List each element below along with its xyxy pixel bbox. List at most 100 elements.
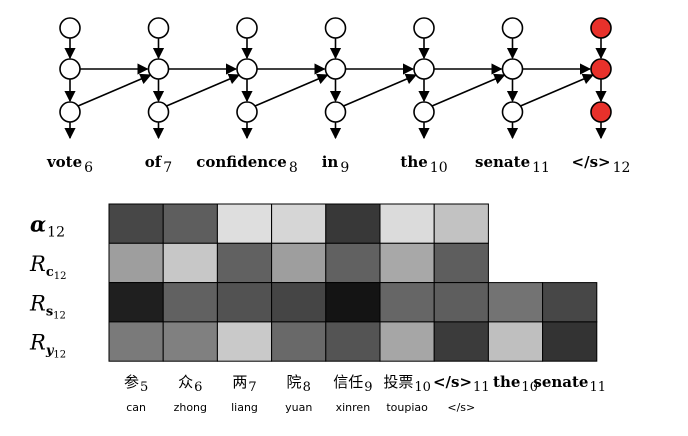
heatmap-cell bbox=[542, 321, 598, 362]
source-word-label: senate11 bbox=[533, 373, 606, 395]
target-word-index: 12 bbox=[613, 160, 631, 176]
source-word-label: 信任9 bbox=[333, 373, 372, 395]
source-word-index: 9 bbox=[364, 380, 372, 395]
target-word-label: in 9 bbox=[322, 153, 350, 176]
source-word: 信任 bbox=[333, 373, 363, 391]
target-word-label: senate 11 bbox=[475, 153, 550, 176]
source-word-label: 院8 bbox=[287, 373, 311, 395]
source-word-label: the10 bbox=[493, 373, 538, 395]
row-subscript-index: 12 bbox=[53, 350, 66, 361]
heatmap-cell bbox=[216, 282, 273, 323]
rnn-node bbox=[413, 17, 435, 39]
heatmap-cell bbox=[379, 242, 435, 284]
source-word-index: 11 bbox=[473, 380, 490, 395]
source-word-index: 7 bbox=[248, 380, 256, 395]
target-word: in bbox=[322, 153, 339, 171]
heatmap-row-label: Rc12 bbox=[29, 252, 66, 282]
heatmap-cell bbox=[271, 321, 327, 362]
source-word: 院 bbox=[287, 373, 302, 391]
target-word: the bbox=[400, 153, 427, 171]
rnn-node bbox=[59, 101, 81, 123]
rnn-node bbox=[236, 101, 258, 123]
source-word-index: 10 bbox=[414, 380, 431, 395]
rnn-node bbox=[590, 101, 612, 123]
heatmap-cell bbox=[379, 282, 435, 323]
heatmap-cell bbox=[542, 282, 598, 323]
rnn-node bbox=[413, 101, 435, 123]
row-subscript-index: 12 bbox=[54, 271, 67, 282]
romanization: zhong bbox=[174, 401, 207, 414]
row-subscript: s bbox=[46, 304, 53, 319]
rnn-node bbox=[324, 101, 347, 123]
rnn-node bbox=[590, 17, 612, 39]
heatmap-cell bbox=[108, 203, 164, 244]
source-word-index: 5 bbox=[140, 380, 148, 395]
heatmap-cell bbox=[325, 242, 381, 284]
heatmap-cell bbox=[108, 321, 164, 362]
romanization: yuan bbox=[285, 401, 312, 414]
romanization: liang bbox=[231, 401, 258, 414]
target-word-index: 11 bbox=[532, 160, 550, 176]
source-word: 两 bbox=[232, 373, 247, 391]
source-word: 投票 bbox=[383, 373, 413, 391]
source-word: the bbox=[493, 373, 520, 391]
rnn-node bbox=[501, 101, 524, 123]
heatmap-cell bbox=[162, 203, 218, 244]
rnn-node bbox=[501, 58, 524, 80]
target-word: senate bbox=[475, 153, 530, 171]
heatmap-cell bbox=[271, 282, 327, 323]
heatmap-cell bbox=[108, 242, 164, 284]
rnn-node bbox=[147, 58, 170, 80]
heatmap-row-label: α12 bbox=[30, 212, 65, 241]
target-word-index: 7 bbox=[163, 160, 172, 176]
diagonal-arrow bbox=[166, 73, 241, 107]
source-word-index: 8 bbox=[303, 380, 311, 395]
rnn-node bbox=[236, 58, 258, 80]
source-word: 众 bbox=[178, 373, 193, 391]
source-word-index: 10 bbox=[521, 380, 538, 395]
heatmap-cell bbox=[271, 242, 327, 284]
row-symbol: R bbox=[29, 252, 46, 276]
diagonal-arrow bbox=[254, 73, 329, 107]
rnn-node bbox=[59, 58, 81, 80]
heatmap-cell bbox=[325, 321, 381, 362]
heatmap-cell bbox=[433, 242, 489, 284]
source-word-label: 投票10 bbox=[383, 373, 431, 395]
target-word: confidence bbox=[196, 153, 287, 171]
target-word: of bbox=[145, 153, 163, 171]
source-word-index: 11 bbox=[589, 380, 606, 395]
heatmap-cell bbox=[216, 242, 273, 284]
target-word-index: 10 bbox=[430, 160, 448, 176]
diagonal-arrow bbox=[431, 73, 506, 107]
target-word-index: 6 bbox=[84, 160, 93, 176]
romanization: toupiao bbox=[386, 401, 428, 414]
heatmap-cell bbox=[325, 282, 381, 323]
source-word: senate bbox=[533, 373, 588, 391]
target-word-label: the 10 bbox=[400, 153, 447, 176]
row-subscript: c bbox=[46, 265, 54, 280]
heatmap-cell bbox=[162, 282, 218, 323]
diagonal-arrow bbox=[520, 73, 595, 107]
heatmap-cell bbox=[433, 321, 489, 362]
heatmap-cell bbox=[487, 282, 544, 323]
source-word-label: </s>11 bbox=[433, 373, 490, 395]
rnn-node bbox=[413, 58, 435, 80]
rnn-node bbox=[501, 17, 524, 39]
heatmap-cell bbox=[487, 321, 544, 362]
target-word-label: vote 6 bbox=[46, 153, 93, 176]
target-word-label: confidence 8 bbox=[196, 153, 298, 176]
heatmap-cell bbox=[379, 321, 435, 362]
target-word: </s> bbox=[572, 153, 611, 171]
target-word-label: of 7 bbox=[145, 153, 172, 176]
heatmap-cell bbox=[216, 321, 273, 362]
target-word-label: </s> 12 bbox=[572, 153, 631, 176]
row-symbol: α bbox=[30, 212, 46, 237]
heatmap-cell bbox=[325, 203, 381, 244]
target-word-index: 8 bbox=[289, 160, 298, 176]
heatmap-cell bbox=[216, 203, 273, 244]
heatmap-cell bbox=[162, 321, 218, 362]
heatmap-cell bbox=[271, 203, 327, 244]
heatmap-row-label: Rs12 bbox=[29, 291, 66, 321]
source-word-label: 两7 bbox=[232, 373, 256, 395]
